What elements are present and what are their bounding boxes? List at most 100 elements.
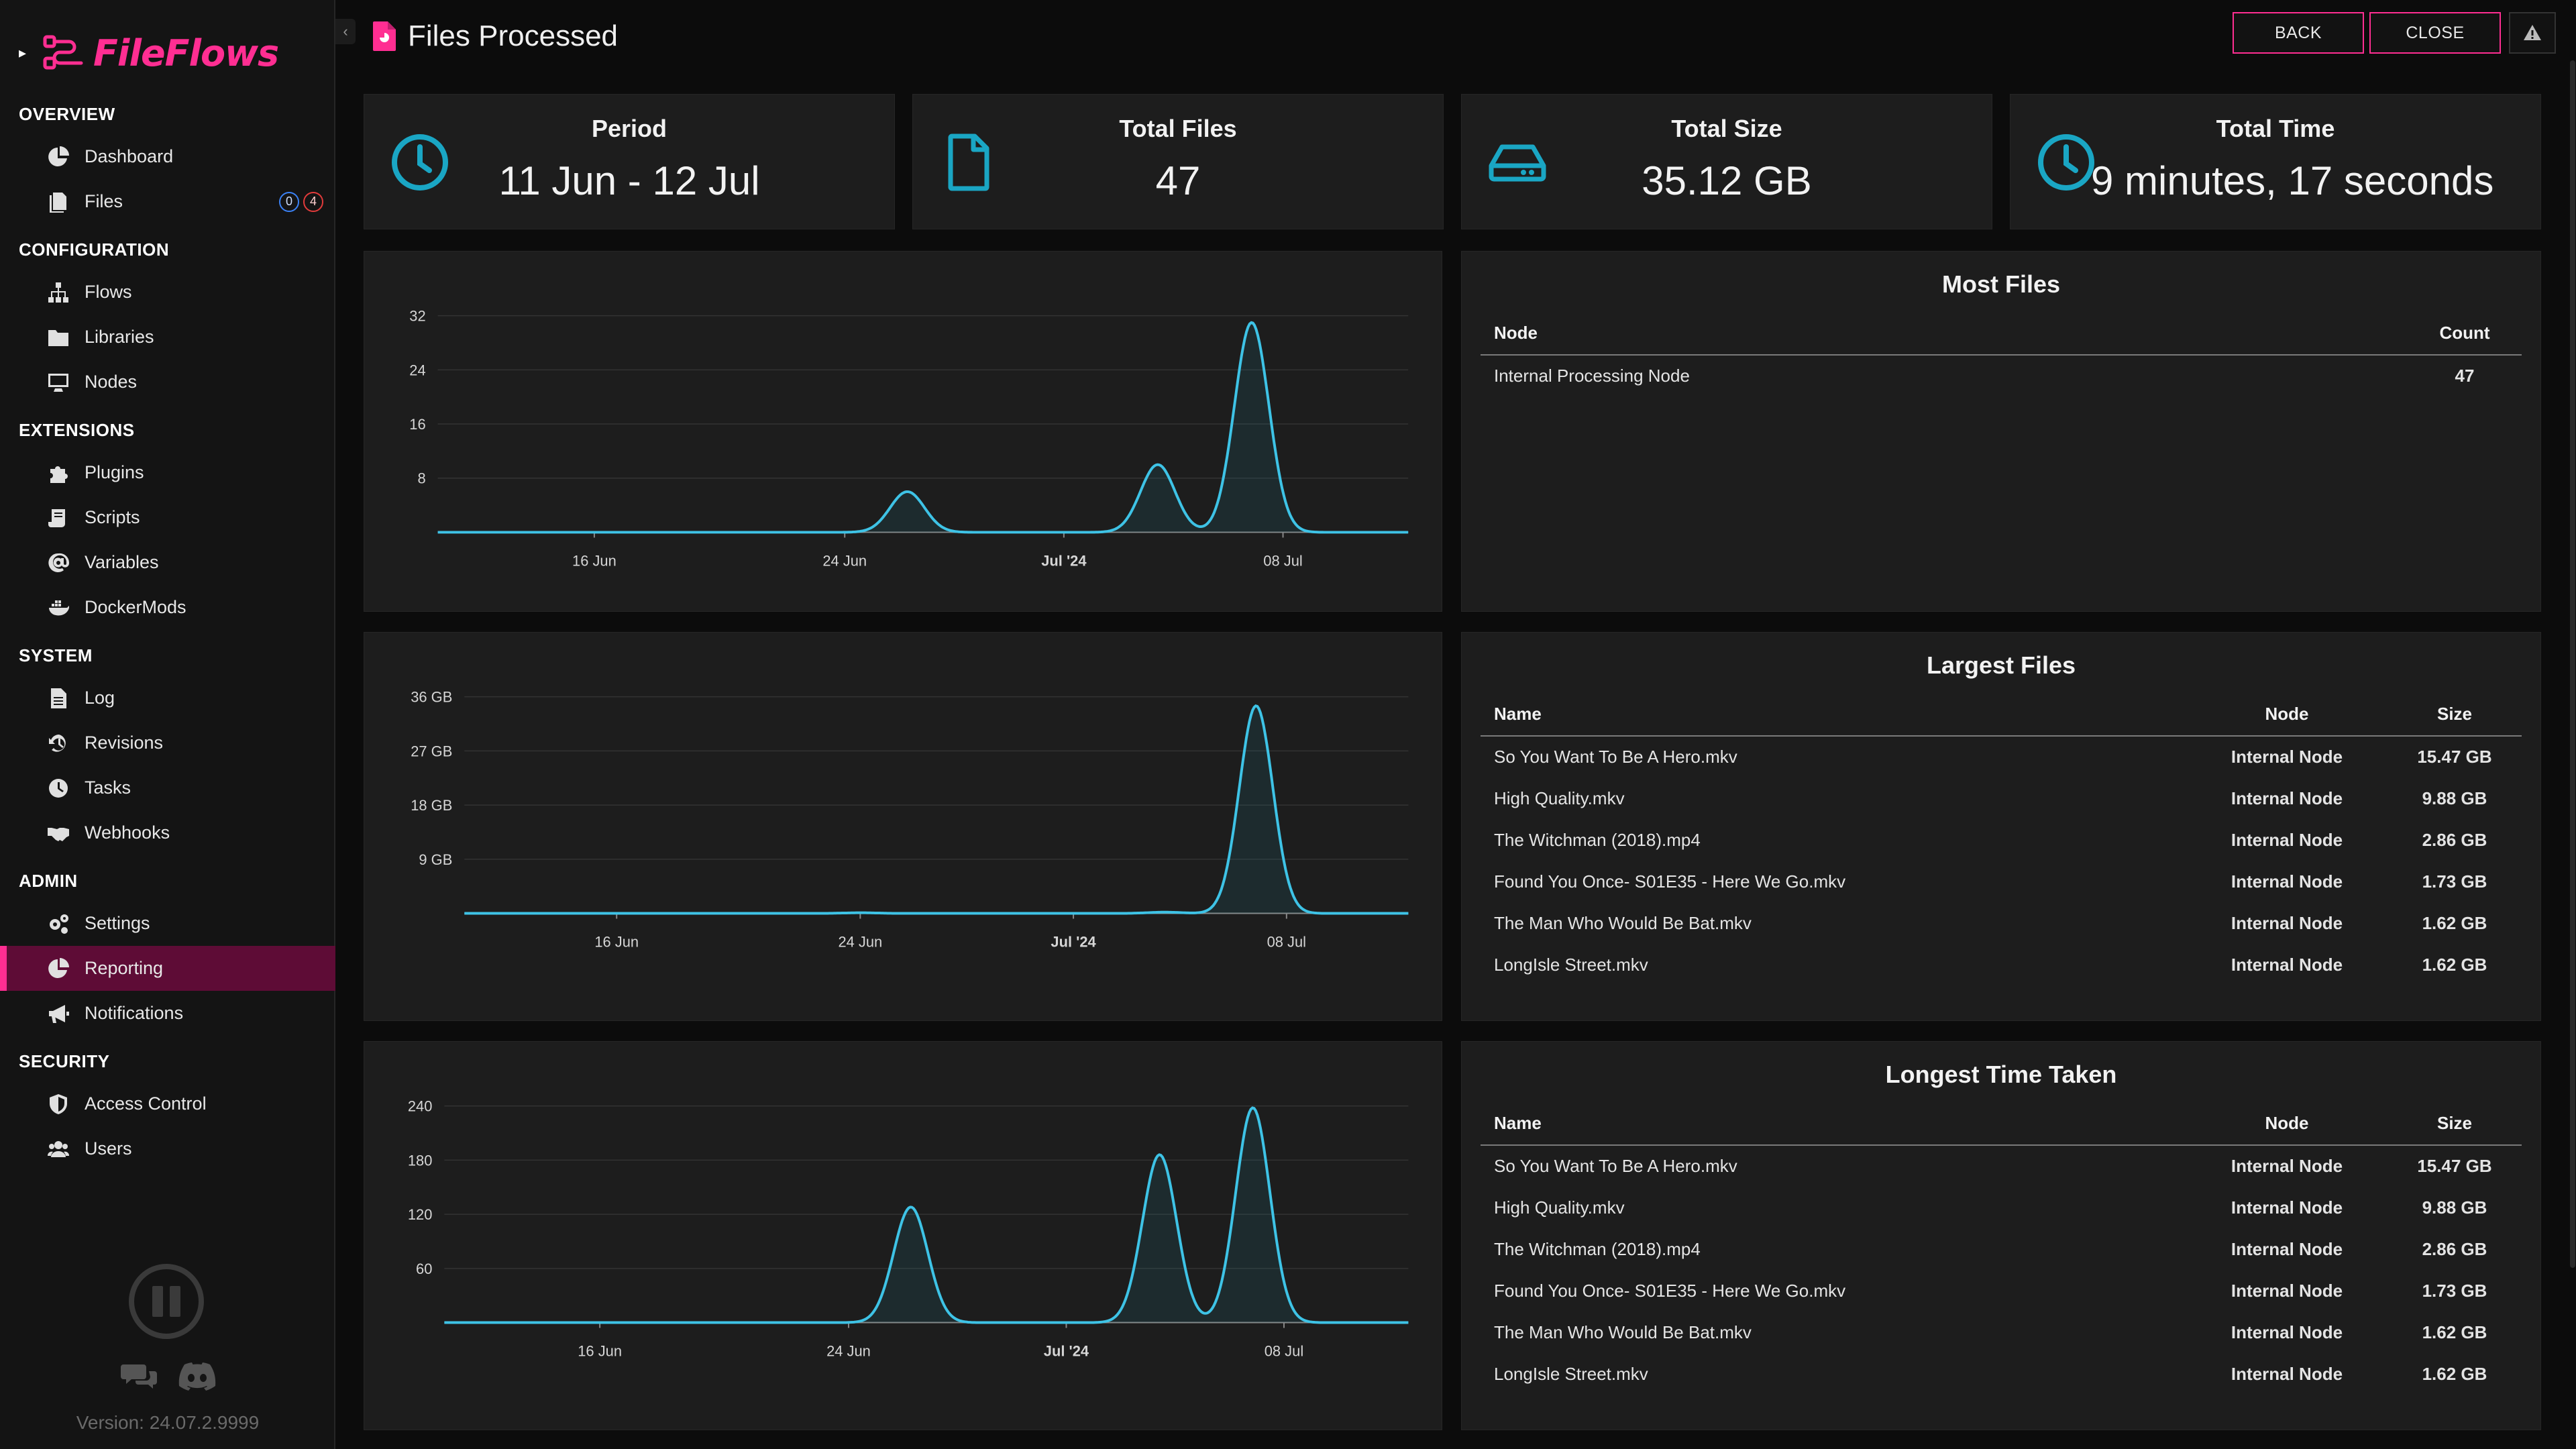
y-tick-label: 24 (409, 362, 425, 378)
series-line (444, 1106, 1409, 1324)
sidebar-item-dockermods[interactable]: DockerMods (0, 585, 335, 630)
table-row[interactable]: Internal Processing Node 47 (1481, 355, 2522, 396)
size-cell: 9.88 GB (2422, 1197, 2487, 1218)
file-icon (938, 132, 999, 193)
brand-name: FileFlows (93, 32, 279, 74)
table-row[interactable]: High Quality.mkv Internal Node 9.88 GB (1481, 777, 2522, 819)
clock-icon (390, 132, 450, 193)
nav-section-admin: ADMIN (19, 870, 78, 891)
table-row[interactable]: Found You Once- S01E35 - Here We Go.mkv I… (1481, 861, 2522, 902)
sidebar: ▸ FileFlows OVERVIEW Dashboard Files 0 4 CONF… (0, 0, 335, 1449)
column-header-name[interactable]: Name (1481, 1102, 2186, 1146)
sidebar-item-revisions[interactable]: Revisions (0, 720, 335, 765)
sidebar-item-label: Tasks (85, 777, 131, 798)
sidebar-item-nodes[interactable]: Nodes (0, 360, 335, 405)
column-header-node[interactable]: Node (2186, 693, 2387, 737)
column-header-size[interactable]: Size (2387, 693, 2522, 737)
size-cell: 2.86 GB (2422, 1238, 2487, 1259)
forum-icon[interactable] (121, 1362, 158, 1391)
sidebar-item-reporting[interactable]: Reporting (0, 946, 335, 991)
node-cell: Internal Node (2231, 871, 2343, 892)
sidebar-item-users[interactable]: Users (0, 1126, 335, 1171)
table-row[interactable]: So You Want To Be A Hero.mkv Internal Nod… (1481, 736, 2522, 777)
fileflows-logo-icon (43, 35, 83, 70)
sidebar-item-variables[interactable]: Variables (0, 540, 335, 585)
chart-pie-icon (46, 956, 71, 981)
largest-files-title: Largest Files (1926, 651, 2076, 679)
name-cell: High Quality.mkv (1494, 788, 1625, 808)
version-text: Version: 24.07.2.9999 (76, 1412, 260, 1433)
collapse-sidebar-button[interactable]: ‹ (335, 19, 356, 44)
sidebar-item-files[interactable]: Files 0 4 (0, 179, 335, 224)
x-tick-label: 08 Jul (1267, 933, 1306, 950)
history-icon (46, 731, 71, 756)
column-header-node[interactable]: Node (1481, 312, 2408, 356)
discord-icon[interactable] (178, 1362, 216, 1391)
size-cell: 15.47 GB (2417, 1156, 2492, 1176)
x-tick-label: 08 Jul (1263, 552, 1302, 569)
y-tick-label: 240 (408, 1098, 433, 1115)
period-card: Period 11 Jun - 12 Jul (364, 94, 895, 229)
expand-caret-icon[interactable]: ▸ (19, 44, 27, 61)
total-files-value: 47 (1155, 158, 1201, 203)
table-row[interactable]: LongIsle Street.mkv Internal Node 1.62 GB (1481, 944, 2522, 985)
column-header-name[interactable]: Name (1481, 693, 2186, 737)
size-cell: 1.62 GB (2422, 1363, 2487, 1384)
close-button[interactable]: CLOSE (2369, 12, 2501, 54)
sidebar-item-access-control[interactable]: Access Control (0, 1081, 335, 1126)
most-files-table: Node Count Internal Processing Node 47 (1481, 312, 2522, 396)
sidebar-item-dashboard[interactable]: Dashboard (0, 134, 335, 179)
name-cell: The Man Who Would Be Bat.mkv (1494, 1322, 1752, 1342)
count-badge: 0 (279, 191, 299, 212)
sidebar-item-scripts[interactable]: Scripts (0, 495, 335, 540)
sidebar-item-notifications[interactable]: Notifications (0, 991, 335, 1036)
file-chart-icon (373, 21, 396, 51)
table-row[interactable]: The Witchman (2018).mp4 Internal Node 2.86… (1481, 1228, 2522, 1270)
sidebar-item-label: Log (85, 688, 115, 708)
table-row[interactable]: The Man Who Would Be Bat.mkv Internal Nod… (1481, 902, 2522, 944)
column-header-size[interactable]: Size (2387, 1102, 2522, 1146)
node-cell: Internal Node (2231, 1280, 2343, 1301)
back-button[interactable]: BACK (2233, 12, 2364, 54)
y-tick-label: 180 (408, 1152, 433, 1169)
docker-icon (46, 595, 71, 621)
pause-button[interactable] (129, 1264, 204, 1339)
sidebar-item-settings[interactable]: Settings (0, 901, 335, 946)
file-alt-icon (46, 686, 71, 711)
table-row[interactable]: The Witchman (2018).mp4 Internal Node 2.86… (1481, 819, 2522, 861)
table-row[interactable]: The Man Who Would Be Bat.mkv Internal Nod… (1481, 1311, 2522, 1353)
sidebar-item-plugins[interactable]: Plugins (0, 450, 335, 495)
node-cell: Internal Node (2231, 954, 2343, 975)
name-cell: LongIsle Street.mkv (1494, 954, 1648, 975)
sidebar-item-libraries[interactable]: Libraries (0, 315, 335, 360)
sidebar-item-log[interactable]: Log (0, 676, 335, 720)
x-tick-label: 24 Jun (822, 552, 867, 569)
node-cell: Internal Node (2231, 1197, 2343, 1218)
table-row[interactable]: High Quality.mkv Internal Node 9.88 GB (1481, 1187, 2522, 1228)
y-tick-label: 18 GB (411, 797, 452, 814)
longest-time-table: Name Node Size So You Want To Be A Hero.… (1481, 1102, 2522, 1395)
column-header-node[interactable]: Node (2186, 1102, 2387, 1146)
total-time-card: Total Time 9 minutes, 17 seconds (2010, 94, 2541, 229)
sidebar-item-tasks[interactable]: Tasks (0, 765, 335, 810)
table-row[interactable]: Found You Once- S01E35 - Here We Go.mkv I… (1481, 1270, 2522, 1311)
brand[interactable]: ▸ FileFlows (19, 30, 279, 76)
node-cell: Internal Processing Node (1494, 366, 1690, 386)
sidebar-item-label: Settings (85, 913, 150, 933)
handshake-icon (46, 820, 71, 846)
scrollbar[interactable] (2570, 60, 2575, 1268)
y-tick-label: 60 (416, 1260, 432, 1277)
x-tick-label: 16 Jun (594, 933, 639, 950)
column-header-count[interactable]: Count (2408, 312, 2522, 356)
table-row[interactable]: LongIsle Street.mkv Internal Node 1.62 GB (1481, 1353, 2522, 1395)
page-title: Files Processed (373, 16, 618, 56)
node-cell: Internal Node (2231, 1156, 2343, 1176)
size-cell: 15.47 GB (2417, 747, 2492, 767)
table-row[interactable]: So You Want To Be A Hero.mkv Internal Nod… (1481, 1145, 2522, 1187)
warning-button[interactable] (2509, 12, 2556, 54)
sidebar-item-webhooks[interactable]: Webhooks (0, 810, 335, 855)
count-badge: 4 (303, 191, 323, 212)
page-title-text: Files Processed (408, 19, 619, 52)
sidebar-item-flows[interactable]: Flows (0, 270, 335, 315)
nav-section-configuration: CONFIGURATION (19, 239, 170, 260)
